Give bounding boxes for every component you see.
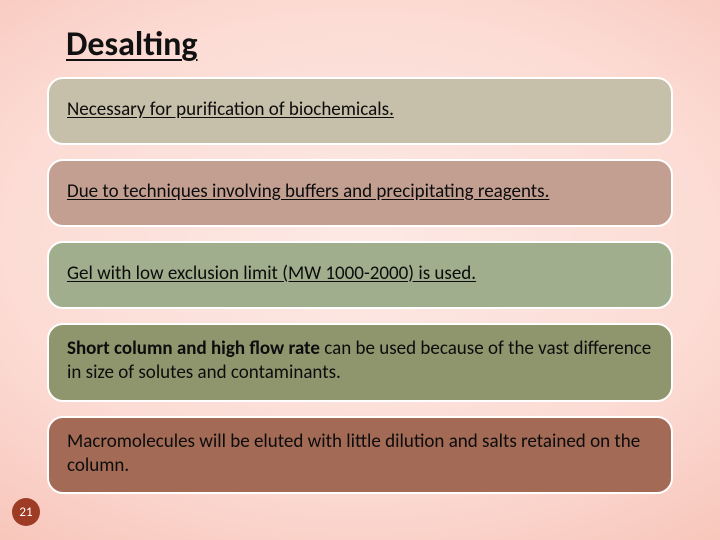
card-2-seg-0: Due to techniques involving buffers and … — [67, 180, 549, 203]
slide-title: Desalting — [66, 24, 678, 65]
card-5-seg-0: Macromolecules will be eluted with littl… — [67, 430, 640, 477]
card-4-text: Short column and high flow rate can be u… — [67, 337, 653, 386]
card-1-seg-0: Necessary for purification of biochemica… — [67, 98, 394, 121]
card-1: Necessary for purification of biochemica… — [47, 77, 673, 145]
card-3-seg-0: Gel with low exclusion limit (MW 1000-20… — [67, 262, 476, 285]
card-4: Short column and high flow rate can be u… — [47, 323, 673, 402]
card-2-text: Due to techniques involving buffers and … — [67, 180, 549, 204]
page-number-badge: 21 — [12, 498, 40, 526]
card-2: Due to techniques involving buffers and … — [47, 159, 673, 227]
card-5: Macromolecules will be eluted with littl… — [47, 416, 673, 495]
slide: Desalting Necessary for purification of … — [0, 0, 720, 540]
card-3: Gel with low exclusion limit (MW 1000-20… — [47, 241, 673, 309]
card-3-text: Gel with low exclusion limit (MW 1000-20… — [67, 262, 476, 286]
card-5-text: Macromolecules will be eluted with littl… — [67, 430, 653, 479]
card-1-text: Necessary for purification of biochemica… — [67, 98, 394, 122]
card-4-seg-0: Short column and high flow rate — [67, 337, 320, 360]
